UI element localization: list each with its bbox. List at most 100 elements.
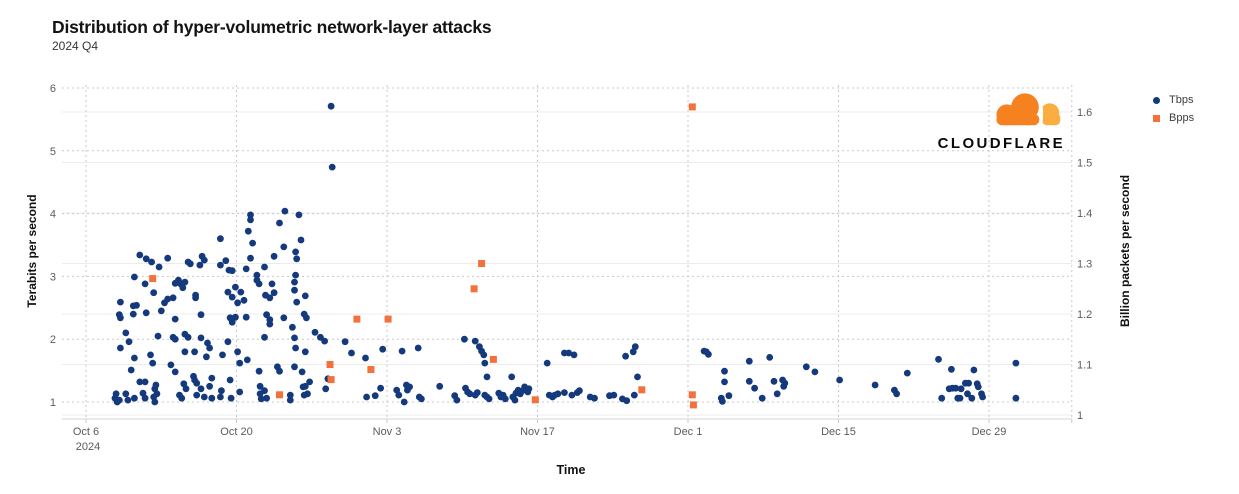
data-point-tbps[interactable] xyxy=(193,391,201,399)
data-point-tbps[interactable] xyxy=(117,344,124,352)
data-point-tbps[interactable] xyxy=(952,384,960,392)
data-point-tbps[interactable] xyxy=(291,278,298,286)
data-point-tbps[interactable] xyxy=(186,260,194,268)
data-point-tbps[interactable] xyxy=(164,254,172,262)
data-point-tbps[interactable] xyxy=(298,368,306,376)
data-point-tbps[interactable] xyxy=(483,373,491,381)
data-point-tbps[interactable] xyxy=(224,288,232,296)
data-point-tbps[interactable] xyxy=(292,271,299,279)
data-point-tbps[interactable] xyxy=(266,294,274,302)
data-point-bpps[interactable] xyxy=(689,401,697,409)
data-point-tbps[interactable] xyxy=(758,394,766,402)
data-point-tbps[interactable] xyxy=(295,211,303,219)
data-point-tbps[interactable] xyxy=(193,379,201,387)
data-point-tbps[interactable] xyxy=(142,309,150,317)
data-point-tbps[interactable] xyxy=(249,239,256,247)
data-point-tbps[interactable] xyxy=(227,394,235,402)
data-point-tbps[interactable] xyxy=(240,296,248,304)
data-point-tbps[interactable] xyxy=(228,267,236,275)
data-point-tbps[interactable] xyxy=(543,359,551,367)
data-point-tbps[interactable] xyxy=(291,363,298,371)
data-point-tbps[interactable] xyxy=(377,384,384,392)
data-point-tbps[interactable] xyxy=(781,379,789,387)
data-point-tbps[interactable] xyxy=(398,347,406,355)
data-point-tbps[interactable] xyxy=(178,394,186,402)
data-point-tbps[interactable] xyxy=(964,390,971,398)
data-point-bpps[interactable] xyxy=(638,386,646,394)
data-point-tbps[interactable] xyxy=(131,273,138,281)
data-point-tbps[interactable] xyxy=(243,356,251,364)
data-point-tbps[interactable] xyxy=(276,219,283,227)
data-point-tbps[interactable] xyxy=(293,298,301,306)
data-point-tbps[interactable] xyxy=(247,216,254,224)
data-point-tbps[interactable] xyxy=(184,333,192,341)
data-point-tbps[interactable] xyxy=(270,289,278,297)
data-point-tbps[interactable] xyxy=(362,354,369,362)
data-point-tbps[interactable] xyxy=(242,265,250,273)
data-point-tbps[interactable] xyxy=(406,383,413,391)
data-point-tbps[interactable] xyxy=(131,394,138,402)
data-point-tbps[interactable] xyxy=(217,261,224,269)
data-point-tbps[interactable] xyxy=(141,378,149,386)
data-point-tbps[interactable] xyxy=(232,313,239,321)
data-point-tbps[interactable] xyxy=(348,349,355,357)
data-point-tbps[interactable] xyxy=(935,355,942,363)
data-point-tbps[interactable] xyxy=(208,394,216,402)
data-point-tbps[interactable] xyxy=(721,367,728,375)
data-point-tbps[interactable] xyxy=(721,378,728,386)
data-point-tbps[interactable] xyxy=(122,390,130,398)
data-point-tbps[interactable] xyxy=(400,398,408,406)
data-point-tbps[interactable] xyxy=(255,367,263,375)
data-point-tbps[interactable] xyxy=(979,393,986,401)
data-point-tbps[interactable] xyxy=(436,382,444,390)
data-point-tbps[interactable] xyxy=(136,378,144,386)
data-point-tbps[interactable] xyxy=(203,353,210,361)
data-point-tbps[interactable] xyxy=(286,396,294,404)
data-point-tbps[interactable] xyxy=(570,351,578,359)
data-point-tbps[interactable] xyxy=(242,313,250,321)
data-point-tbps[interactable] xyxy=(226,376,234,384)
data-point-tbps[interactable] xyxy=(125,338,133,346)
data-point-tbps[interactable] xyxy=(811,368,819,376)
data-point-tbps[interactable] xyxy=(630,391,638,399)
data-point-tbps[interactable] xyxy=(208,374,216,382)
data-point-tbps[interactable] xyxy=(301,348,309,356)
data-point-tbps[interactable] xyxy=(200,256,208,264)
data-point-tbps[interactable] xyxy=(228,318,236,326)
data-point-tbps[interactable] xyxy=(263,311,270,319)
data-point-tbps[interactable] xyxy=(179,284,187,292)
data-point-tbps[interactable] xyxy=(705,350,712,358)
data-point-tbps[interactable] xyxy=(147,351,154,359)
data-point-tbps[interactable] xyxy=(363,393,370,401)
data-point-tbps[interactable] xyxy=(634,373,641,381)
data-point-tbps[interactable] xyxy=(485,395,493,403)
data-point-tbps[interactable] xyxy=(568,391,576,399)
data-point-tbps[interactable] xyxy=(270,252,278,260)
data-point-tbps[interactable] xyxy=(237,288,245,296)
data-point-tbps[interactable] xyxy=(766,354,774,361)
data-point-tbps[interactable] xyxy=(153,390,161,398)
data-point-tbps[interactable] xyxy=(871,381,879,389)
data-point-tbps[interactable] xyxy=(247,254,254,262)
data-point-tbps[interactable] xyxy=(525,385,533,393)
data-point-tbps[interactable] xyxy=(261,263,268,271)
data-point-tbps[interactable] xyxy=(169,294,177,302)
data-point-tbps[interactable] xyxy=(112,390,120,398)
data-point-tbps[interactable] xyxy=(141,280,149,288)
data-point-tbps[interactable] xyxy=(322,385,330,393)
data-point-tbps[interactable] xyxy=(236,359,244,367)
data-point-bpps[interactable] xyxy=(688,391,696,399)
data-point-tbps[interactable] xyxy=(461,335,468,343)
legend-item-bpps[interactable]: Bpps xyxy=(1153,109,1194,127)
data-point-tbps[interactable] xyxy=(297,236,305,244)
data-point-tbps[interactable] xyxy=(280,314,288,322)
data-point-bpps[interactable] xyxy=(326,361,334,368)
data-point-tbps[interactable] xyxy=(395,391,403,399)
data-point-tbps[interactable] xyxy=(970,366,978,374)
data-point-tbps[interactable] xyxy=(217,235,224,243)
data-point-tbps[interactable] xyxy=(218,387,225,395)
data-point-tbps[interactable] xyxy=(197,385,205,393)
data-point-tbps[interactable] xyxy=(151,398,159,406)
data-point-tbps[interactable] xyxy=(244,227,252,235)
data-point-tbps[interactable] xyxy=(127,366,135,374)
